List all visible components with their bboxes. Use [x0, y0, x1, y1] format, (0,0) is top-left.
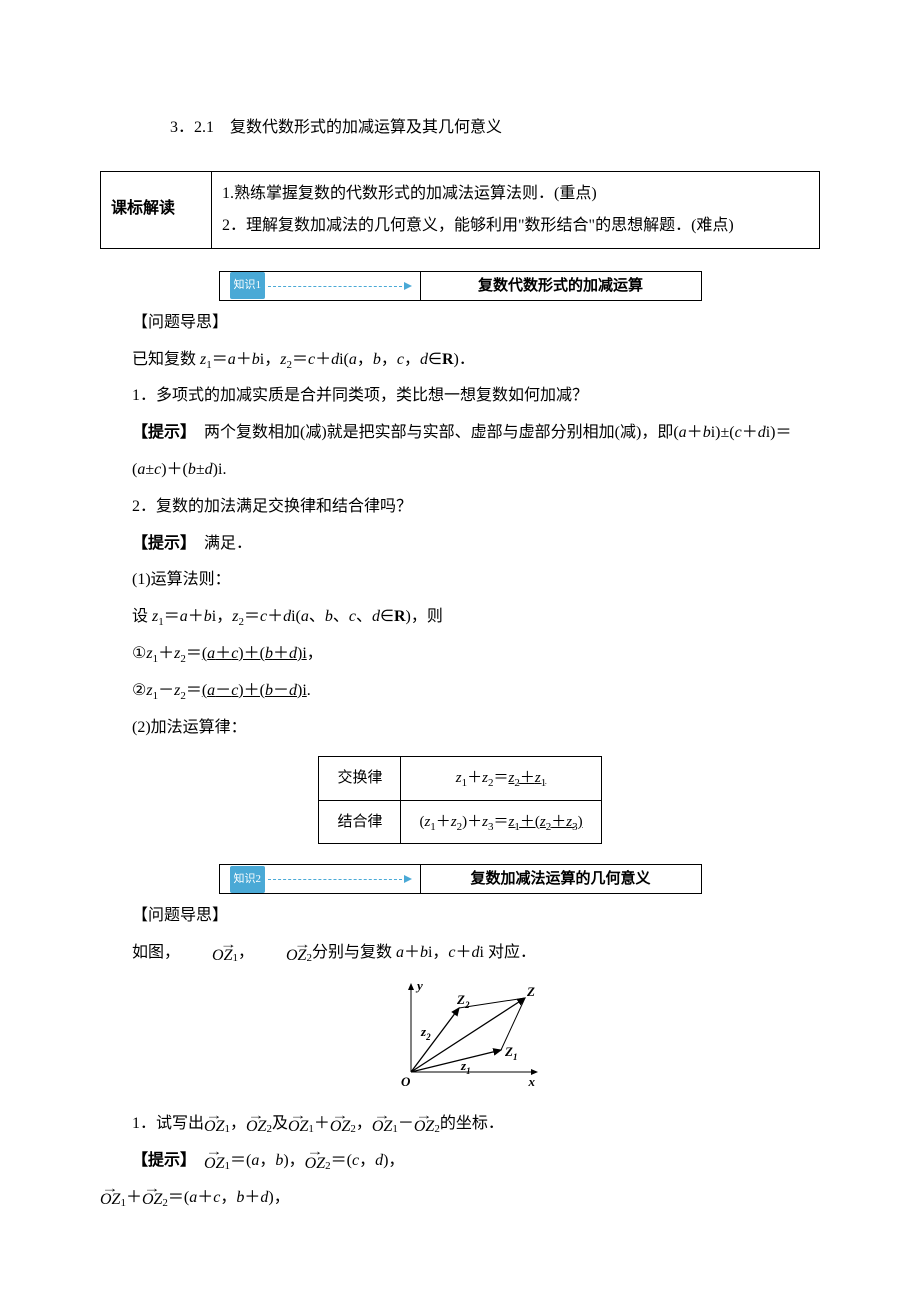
rule-2: ②z1－z2＝(a－c)＋(b－d)i.	[100, 673, 820, 710]
svg-text:O: O	[401, 1074, 411, 1089]
arrow-right-icon	[404, 282, 412, 290]
dash-line-icon	[268, 286, 402, 287]
laws-heading: (2)加法运算律：	[100, 710, 820, 747]
svg-text:z1: z1	[460, 1058, 471, 1076]
topic-2-row: 知识2 复数加减法运算的几何意义	[100, 864, 820, 894]
svg-text:Z1: Z1	[504, 1044, 517, 1062]
arrow-right-icon-2	[404, 875, 412, 883]
topic-2-box: 知识2 复数加减法运算的几何意义	[219, 864, 702, 894]
diagram-wrap: xyOZZ1Z2z1z2	[100, 976, 820, 1096]
laws-r2c2: (z1＋z2)＋z3＝z1＋(z2＋z3)	[401, 800, 601, 844]
topic-2-title: 复数加减法运算的几何意义	[420, 865, 701, 893]
hint-3b: →OZ1＋→OZ2＝(a＋c，b＋d)，	[100, 1180, 820, 1217]
svg-text:z2: z2	[420, 1024, 431, 1042]
fig-intro-pre: 如图，	[132, 944, 180, 961]
task1-pre: 1．试写出	[132, 1115, 204, 1132]
page: 3．2.1 复数代数形式的加减运算及其几何意义 课标解读 1.熟练掌握复数的代数…	[0, 0, 920, 1302]
topic-1-badge: 知识1	[230, 272, 266, 299]
topic-1-left: 知识1	[220, 272, 420, 300]
rule-intro-pre: 设	[132, 608, 152, 625]
q2: 2．复数的加法满足交换律和结合律吗？	[100, 489, 820, 526]
kb-line-1: 1.熟练掌握复数的代数形式的加减法运算法则．(重点)	[222, 178, 809, 210]
section-title: 3．2.1 复数代数形式的加减运算及其几何意义	[100, 110, 820, 147]
dash-line-icon-2	[268, 879, 402, 880]
laws-r1c2: z1＋z2＝z2＋z1	[401, 757, 601, 801]
vector-diagram: xyOZZ1Z2z1z2	[375, 976, 545, 1096]
q1-intro: 已知复数 z1＝a＋bi，z2＝c＋di(a，b，c，d∈R)．	[100, 342, 820, 379]
laws-table: 交换律 z1＋z2＝z2＋z1 结合律 (z1＋z2)＋z3＝z1＋(z2＋z3…	[318, 756, 601, 844]
hint-label-3: 【提示】	[132, 1152, 204, 1169]
rule-1-pre: ①	[132, 645, 146, 662]
topic-1-box: 知识1 复数代数形式的加减运算	[219, 271, 702, 301]
topic-1-row: 知识1 复数代数形式的加减运算	[100, 271, 820, 301]
hint-2-text: 满足．	[204, 535, 252, 552]
hint-1-text: 两个复数相加(减)就是把实部与实部、虚部与虚部分别相加(减)，即(	[204, 424, 679, 441]
hint-label-1: 【提示】	[132, 424, 204, 441]
kebiao-table: 课标解读 1.熟练掌握复数的代数形式的加减法运算法则．(重点) 2．理解复数加减…	[100, 171, 820, 249]
svg-text:x: x	[528, 1074, 536, 1089]
fig-intro-end: 对应．	[484, 944, 536, 961]
q1-line2: 1．多项式的加减实质是合并同类项，类比想一想复数如何加减？	[100, 378, 820, 415]
topic-2-left: 知识2	[220, 865, 420, 893]
fig-intro-post: 分别与复数	[312, 944, 396, 961]
question-heading-2: 【问题导思】	[100, 898, 820, 935]
svg-text:Z: Z	[526, 984, 535, 999]
laws-r1c1: 交换律	[319, 757, 401, 801]
rule-heading: (1)运算法则：	[100, 562, 820, 599]
figure-intro: 如图，→OZ1，→OZ2分别与复数 a＋bi，c＋di 对应．	[100, 935, 820, 972]
q1-intro-text: 已知复数	[132, 351, 200, 368]
laws-r2c1: 结合律	[319, 800, 401, 844]
topic-1-title: 复数代数形式的加减运算	[420, 272, 701, 300]
task-1: 1．试写出→OZ1，→OZ2及→OZ1＋→OZ2，→OZ1－→OZ2的坐标．	[100, 1106, 820, 1143]
kebiao-label: 课标解读	[101, 171, 212, 248]
hint-2: 【提示】 满足．	[100, 526, 820, 563]
question-heading: 【问题导思】	[100, 305, 820, 342]
svg-text:y: y	[415, 978, 423, 993]
rule-2-pre: ②	[132, 682, 146, 699]
hint-3: 【提示】 →OZ1＝(a，b)，→OZ2＝(c，d)，	[100, 1143, 820, 1180]
topic-2-badge: 知识2	[230, 866, 266, 893]
kb-line-2: 2．理解复数加减法的几何意义，能够利用"数形结合"的思想解题．(难点)	[222, 210, 809, 242]
hint-1: 【提示】 两个复数相加(减)就是把实部与实部、虚部与虚部分别相加(减)，即(a＋…	[100, 415, 820, 489]
rule-intro: 设 z1＝a＋bi，z2＝c＋di(a、b、c、d∈R)，则	[100, 599, 820, 636]
hint-label-2: 【提示】	[132, 535, 204, 552]
kebiao-content: 1.熟练掌握复数的代数形式的加减法运算法则．(重点) 2．理解复数加减法的几何意…	[212, 171, 820, 248]
rule-1: ①z1＋z2＝(a＋c)＋(b＋d)i，	[100, 636, 820, 673]
